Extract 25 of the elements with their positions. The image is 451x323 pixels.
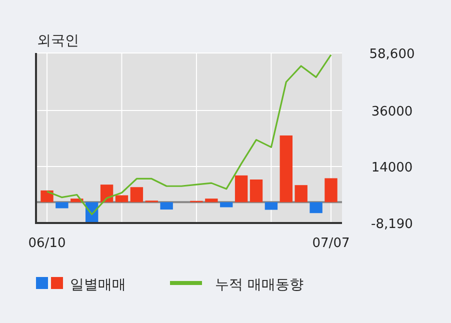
- bar: [205, 198, 218, 202]
- y-tick-label: 58,600: [369, 47, 415, 62]
- bar: [115, 195, 128, 202]
- y-tick-label: -8,190: [371, 217, 413, 232]
- bar: [280, 135, 293, 202]
- bar: [40, 190, 54, 202]
- bar: [234, 175, 248, 202]
- x-tick-label: 07/07: [312, 236, 350, 251]
- bar: [250, 180, 263, 202]
- chart-title: 외국인: [37, 33, 79, 49]
- bar: [56, 202, 68, 208]
- bar: [264, 202, 278, 210]
- line-series: [46, 54, 332, 216]
- bar: [160, 202, 173, 210]
- bar: [310, 202, 322, 214]
- x-tick-label: 06/10: [28, 236, 66, 251]
- bar: [294, 185, 308, 202]
- bar: [130, 187, 144, 202]
- y-tick-label: 14000: [371, 160, 413, 176]
- legend-일별매매: 일별매매: [36, 277, 126, 293]
- legend-label: 누적 매매동향: [215, 277, 304, 293]
- bar: [324, 178, 338, 202]
- legend-label: 일별매매: [70, 277, 126, 293]
- y-tick-label: 36000: [371, 104, 413, 120]
- bar: [220, 202, 233, 208]
